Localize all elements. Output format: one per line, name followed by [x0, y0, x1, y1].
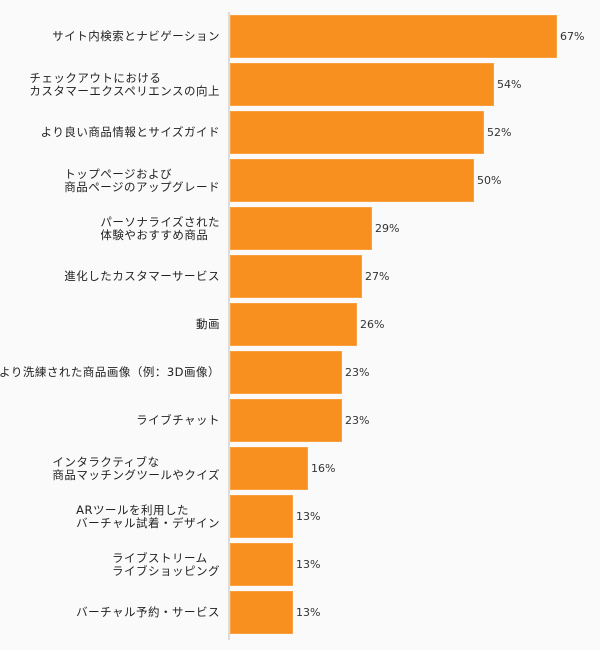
bar — [230, 303, 357, 346]
category-label: ライブチャット — [0, 399, 220, 442]
bar-row: ライブチャット 23% — [0, 399, 600, 442]
category-label: より良い商品情報とサイズガイド — [0, 111, 220, 154]
category-label: トップページおよび 商品ページのアップグレード — [0, 159, 220, 202]
value-label: 27% — [365, 270, 390, 283]
bar — [230, 591, 293, 634]
bar — [230, 447, 308, 490]
value-label: 16% — [311, 462, 336, 475]
bar-row: サイト内検索とナビゲーション 67% — [0, 15, 600, 58]
category-label: チェックアウトにおける カスタマーエクスペリエンスの向上 — [0, 63, 220, 106]
category-label-text: トップページおよび 商品ページのアップグレード — [64, 166, 220, 194]
bar-row: ライブストリーム ライブショッピング 13% — [0, 543, 600, 586]
bar — [230, 207, 372, 250]
category-label-text: ライブストリーム ライブショッピング — [112, 550, 220, 578]
bar-row: パーソナライズされた 体験やおすすめ商品 29% — [0, 207, 600, 250]
category-label-text: ARツールを利用した バーチャル試着・デザイン — [76, 502, 220, 530]
value-label: 13% — [296, 558, 321, 571]
category-label: ARツールを利用した バーチャル試着・デザイン — [0, 495, 220, 538]
value-label: 23% — [345, 366, 370, 379]
bar — [230, 111, 484, 154]
value-label: 52% — [487, 126, 512, 139]
bar-row: ARツールを利用した バーチャル試着・デザイン 13% — [0, 495, 600, 538]
value-label: 13% — [296, 510, 321, 523]
category-label-text: チェックアウトにおける カスタマーエクスペリエンスの向上 — [29, 70, 220, 98]
category-label-text: ライブチャット — [136, 413, 220, 427]
bar — [230, 351, 342, 394]
value-label: 26% — [360, 318, 385, 331]
bar — [230, 15, 557, 58]
bar-row: より洗練された商品画像（例：3D画像） 23% — [0, 351, 600, 394]
bar-row: バーチャル予約・サービス 13% — [0, 591, 600, 634]
bar — [230, 399, 342, 442]
category-label-text: より洗練された商品画像（例：3D画像） — [0, 365, 220, 379]
category-label: 動画 — [0, 303, 220, 346]
bar — [230, 495, 293, 538]
bar-row: 進化したカスタマーサービス 27% — [0, 255, 600, 298]
bar — [230, 159, 474, 202]
category-label-text: サイト内検索とナビゲーション — [52, 29, 220, 43]
category-label: バーチャル予約・サービス — [0, 591, 220, 634]
value-label: 13% — [296, 606, 321, 619]
bar-row: チェックアウトにおける カスタマーエクスペリエンスの向上 54% — [0, 63, 600, 106]
bar-row: トップページおよび 商品ページのアップグレード 50% — [0, 159, 600, 202]
value-label: 67% — [560, 30, 585, 43]
bar-row: インタラクティブな 商品マッチングツールやクイズ 16% — [0, 447, 600, 490]
bar — [230, 255, 362, 298]
category-label-text: 動画 — [196, 317, 220, 331]
bar — [230, 543, 293, 586]
bar — [230, 63, 494, 106]
category-label: パーソナライズされた 体験やおすすめ商品 — [0, 207, 220, 250]
value-label: 54% — [497, 78, 522, 91]
category-label: 進化したカスタマーサービス — [0, 255, 220, 298]
bar-row: より良い商品情報とサイズガイド 52% — [0, 111, 600, 154]
category-label-text: 進化したカスタマーサービス — [64, 269, 220, 283]
category-label: サイト内検索とナビゲーション — [0, 15, 220, 58]
category-label: ライブストリーム ライブショッピング — [0, 543, 220, 586]
category-label: より洗練された商品画像（例：3D画像） — [0, 351, 220, 394]
value-label: 50% — [477, 174, 502, 187]
value-label: 23% — [345, 414, 370, 427]
category-label: インタラクティブな 商品マッチングツールやクイズ — [0, 447, 220, 490]
bar-row: 動画 26% — [0, 303, 600, 346]
y-axis-line — [228, 12, 230, 640]
category-label-text: パーソナライズされた 体験やおすすめ商品 — [100, 214, 220, 242]
category-label-text: インタラクティブな 商品マッチングツールやクイズ — [52, 454, 220, 482]
category-label-text: より良い商品情報とサイズガイド — [40, 125, 220, 139]
category-label-text: バーチャル予約・サービス — [76, 605, 220, 619]
value-label: 29% — [375, 222, 400, 235]
